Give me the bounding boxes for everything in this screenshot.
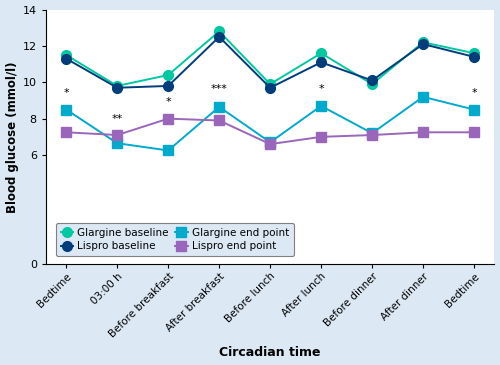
Lispro end point [64, 130, 70, 134]
Glargine end point [471, 107, 477, 112]
Lispro baseline [165, 84, 171, 88]
Lispro end point [420, 130, 426, 134]
Glargine baseline [64, 53, 70, 57]
Glargine baseline [369, 82, 375, 86]
Glargine end point [267, 140, 273, 145]
Y-axis label: Blood glucose (mmol/l): Blood glucose (mmol/l) [6, 61, 18, 212]
Glargine end point [165, 148, 171, 153]
Lispro baseline [267, 85, 273, 90]
Text: *: * [64, 88, 69, 98]
Glargine end point [369, 131, 375, 135]
Glargine baseline [420, 40, 426, 45]
Glargine baseline [114, 84, 120, 88]
Glargine baseline [216, 29, 222, 34]
Text: **: ** [112, 114, 123, 124]
Glargine end point [318, 104, 324, 108]
Lispro end point [216, 118, 222, 123]
Lispro end point [369, 133, 375, 137]
Glargine end point [420, 95, 426, 99]
Text: ***: *** [210, 84, 228, 94]
Glargine baseline [165, 73, 171, 77]
Lispro baseline [471, 55, 477, 59]
Lispro end point [165, 116, 171, 121]
Lispro end point [267, 142, 273, 146]
Glargine baseline [318, 51, 324, 55]
Lispro baseline [369, 78, 375, 82]
Glargine end point [64, 107, 70, 112]
Line: Glargine end point: Glargine end point [62, 92, 479, 155]
Glargine end point [216, 105, 222, 109]
Line: Lispro baseline: Lispro baseline [62, 32, 479, 93]
Lispro end point [114, 133, 120, 137]
Text: *: * [471, 88, 477, 98]
Lispro baseline [318, 60, 324, 65]
Lispro baseline [64, 57, 70, 61]
Lispro end point [471, 130, 477, 134]
Text: *: * [318, 84, 324, 94]
Line: Lispro end point: Lispro end point [62, 114, 479, 149]
Legend: Glargine baseline, Lispro baseline, Glargine end point, Lispro end point: Glargine baseline, Lispro baseline, Glar… [56, 223, 294, 256]
Lispro baseline [114, 85, 120, 90]
Lispro baseline [216, 35, 222, 39]
Text: *: * [166, 97, 171, 107]
Lispro end point [318, 135, 324, 139]
Glargine baseline [267, 82, 273, 86]
Line: Glargine baseline: Glargine baseline [62, 27, 479, 91]
Glargine end point [114, 141, 120, 145]
X-axis label: Circadian time: Circadian time [220, 346, 321, 360]
Text: *: * [370, 79, 375, 89]
Glargine baseline [471, 51, 477, 55]
Lispro baseline [420, 42, 426, 46]
